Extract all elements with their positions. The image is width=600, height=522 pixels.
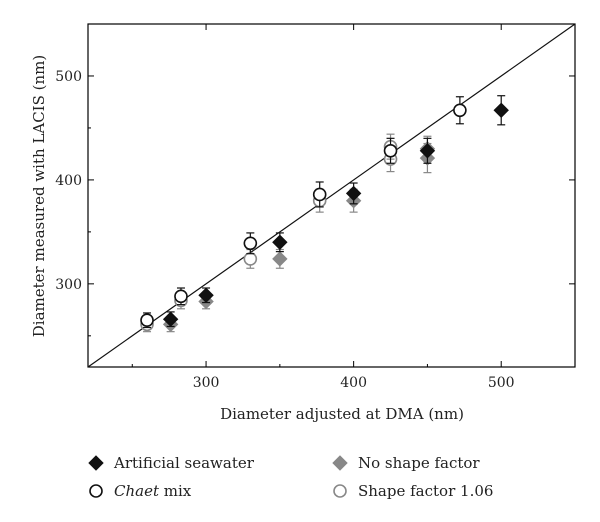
series-1 (140, 96, 467, 329)
legend-entry-3: Shape factor 1.06 (333, 482, 493, 500)
data-point (419, 143, 436, 159)
data-point (453, 103, 467, 118)
data-point (383, 144, 398, 158)
legend-marker (332, 455, 348, 471)
legend: Artificial seawater Chaet mix No shape fac… (88, 454, 493, 500)
data-point (493, 102, 509, 118)
legend-marker (89, 484, 103, 498)
legend-label: No shape factor (358, 454, 480, 472)
legend-label: Shape factor 1.06 (358, 482, 493, 500)
y-tick-label: 400 (55, 173, 82, 189)
data-point (243, 236, 258, 251)
y-axis-title: Diameter measured with LACIS (nm) (30, 55, 48, 337)
data-point (243, 252, 258, 266)
legend-label: Artificial seawater (113, 454, 255, 472)
data-point (345, 185, 362, 202)
y-tick-label: 300 (55, 277, 82, 293)
legend-marker (88, 455, 104, 471)
y-tick-label: 500 (55, 69, 82, 85)
x-tick-label: 500 (488, 375, 515, 391)
data-point (272, 251, 288, 267)
legend-label: Chaet mix (114, 482, 192, 500)
legend-entry-0: Artificial seawater (88, 454, 255, 472)
x-tick-label: 300 (193, 375, 220, 391)
axes: 300 400 500 300 400 500 (55, 23, 576, 391)
plot-frame (87, 23, 576, 368)
series-0 (162, 95, 509, 328)
data-point (272, 234, 288, 250)
data-point (312, 187, 327, 202)
legend-entry-2: No shape factor (332, 454, 480, 472)
x-axis-title: Diameter adjusted at DMA (nm) (220, 405, 464, 423)
legend-marker (333, 484, 347, 498)
data-point (198, 287, 214, 303)
x-tick-label: 400 (340, 375, 367, 391)
data-marks (140, 95, 509, 333)
data-point (140, 313, 154, 328)
one-to-one-line (87, 23, 576, 368)
data-point (162, 311, 179, 327)
data-point (174, 289, 188, 304)
legend-entry-1: Chaet mix (89, 482, 192, 500)
